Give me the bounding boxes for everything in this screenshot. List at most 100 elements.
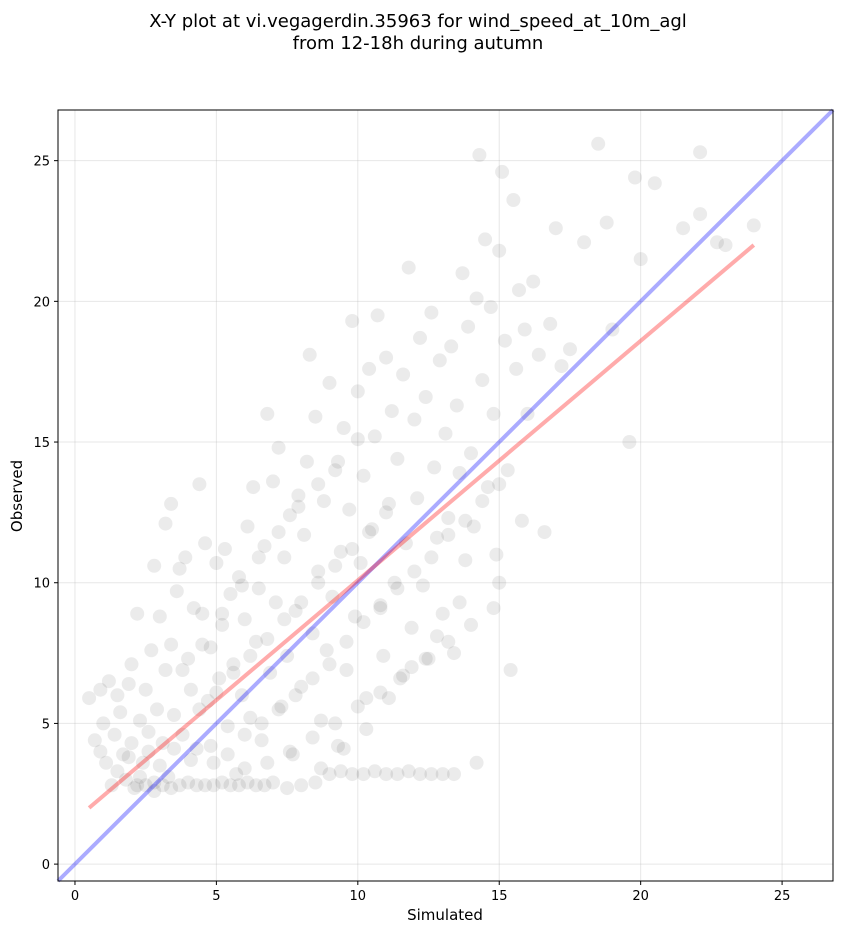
scatter-point bbox=[322, 657, 337, 672]
scatter-point bbox=[410, 491, 425, 506]
scatter-point bbox=[299, 454, 314, 469]
scatter-point bbox=[209, 556, 224, 570]
scatter-point bbox=[497, 333, 512, 348]
scatter-point bbox=[503, 663, 518, 677]
scatter-point bbox=[404, 660, 419, 675]
scatter-point bbox=[271, 525, 286, 540]
scatter-point bbox=[418, 651, 433, 666]
scatter-point bbox=[381, 496, 396, 511]
scatter-point bbox=[452, 466, 467, 480]
scatter-point bbox=[135, 755, 150, 770]
scatter-point bbox=[563, 342, 577, 357]
chart-title-line-2: from 12-18h during autumn bbox=[293, 33, 544, 54]
scatter-point bbox=[212, 671, 227, 686]
scatter-point bbox=[495, 164, 510, 179]
scatter-point bbox=[314, 713, 328, 728]
scatter-point bbox=[435, 606, 450, 621]
scatter-point bbox=[223, 587, 238, 601]
scatter-point bbox=[424, 767, 439, 782]
scatter-point bbox=[243, 710, 258, 725]
scatter-point bbox=[181, 775, 196, 790]
identity-line bbox=[56, 108, 835, 883]
scatter-point bbox=[263, 665, 278, 680]
scatter-point bbox=[350, 384, 365, 399]
scatter-point bbox=[447, 646, 461, 661]
scatter-point bbox=[605, 322, 620, 337]
scatter-point bbox=[322, 375, 337, 390]
scatter-point bbox=[452, 595, 467, 610]
scatter-point bbox=[192, 477, 207, 492]
scatter-point bbox=[622, 435, 637, 449]
scatter-point bbox=[249, 778, 263, 793]
scatter-point bbox=[362, 525, 377, 540]
scatter-point bbox=[350, 699, 365, 714]
scatter-point bbox=[548, 221, 563, 236]
scatter-point bbox=[449, 398, 464, 413]
scatter-point bbox=[478, 232, 493, 247]
scatter-point bbox=[158, 516, 173, 531]
scatter-point bbox=[345, 314, 360, 328]
scatter-points bbox=[82, 136, 761, 798]
scatter-point bbox=[110, 688, 125, 703]
scatter-point bbox=[167, 708, 181, 722]
x-tick-label: 0 bbox=[71, 889, 79, 904]
scatter-point bbox=[189, 741, 204, 756]
scatter-point bbox=[475, 373, 490, 388]
scatter-point bbox=[333, 544, 348, 559]
scatter-point bbox=[257, 539, 272, 554]
scatter-point bbox=[373, 598, 388, 613]
scatter-point bbox=[220, 747, 235, 762]
scatter-point bbox=[209, 685, 224, 700]
scatter-point bbox=[526, 274, 541, 289]
scatter-point bbox=[424, 305, 439, 320]
scatter-point bbox=[240, 775, 255, 790]
scatter-point bbox=[512, 283, 526, 298]
scatter-point bbox=[99, 755, 114, 770]
scatter-point bbox=[381, 691, 396, 706]
scatter-point bbox=[195, 637, 210, 652]
scatter-point bbox=[430, 530, 444, 545]
scatter-point bbox=[141, 724, 156, 739]
scatter-point bbox=[294, 679, 309, 694]
scatter-point bbox=[104, 778, 119, 793]
scatter-point bbox=[271, 702, 286, 717]
scatter-point bbox=[93, 744, 108, 759]
scatter-point bbox=[195, 606, 210, 621]
scatter-point bbox=[319, 643, 334, 658]
scatter-point bbox=[447, 767, 461, 782]
scatter-point bbox=[362, 361, 377, 376]
scatter-point bbox=[390, 767, 405, 782]
scatter-point bbox=[305, 626, 320, 641]
grid-lines bbox=[58, 110, 833, 881]
scatter-point bbox=[458, 513, 473, 528]
scatter-point bbox=[101, 674, 116, 689]
scatter-point bbox=[401, 260, 416, 275]
scatter-point bbox=[257, 778, 272, 793]
scatter-point bbox=[169, 584, 184, 599]
x-axis-label: Simulated bbox=[407, 906, 483, 924]
scatter-point bbox=[172, 778, 187, 793]
chart-title-line-1: X-Y plot at vi.vegagerdin.35963 for wind… bbox=[149, 11, 687, 32]
y-axis-ticks: 0 5 10 15 20 25 bbox=[33, 155, 58, 873]
scatter-point bbox=[268, 595, 283, 610]
x-tick-label: 5 bbox=[212, 889, 220, 904]
scatter-point bbox=[96, 716, 111, 731]
scatter-point bbox=[322, 767, 337, 782]
scatter-point bbox=[141, 744, 156, 759]
scatter-point bbox=[277, 550, 292, 565]
scatter-point bbox=[693, 207, 708, 222]
scatter-point bbox=[331, 738, 345, 753]
scatter-point bbox=[178, 550, 193, 565]
scatter-point bbox=[274, 699, 289, 714]
scatter-point bbox=[676, 221, 691, 236]
scatter-point bbox=[254, 716, 269, 731]
scatter-point bbox=[220, 719, 235, 734]
scatter-point bbox=[266, 775, 280, 790]
scatter-point bbox=[232, 570, 246, 585]
y-axis-label: Observed bbox=[8, 460, 26, 532]
scatter-point bbox=[350, 432, 365, 447]
scatter-point bbox=[82, 691, 97, 706]
scatter-point bbox=[421, 651, 436, 666]
scatter-point bbox=[158, 663, 173, 677]
scatter-point bbox=[500, 463, 515, 478]
